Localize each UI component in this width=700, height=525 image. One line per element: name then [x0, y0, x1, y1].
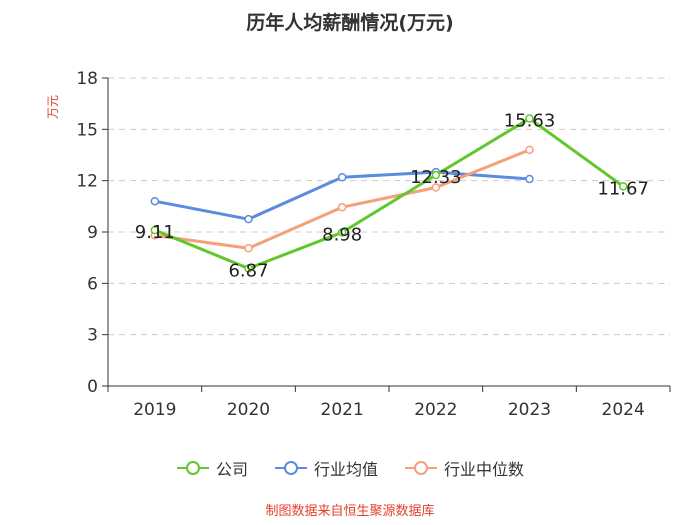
series	[150, 114, 628, 273]
data-label: 8.98	[322, 224, 362, 245]
data-point	[337, 228, 347, 237]
x-tick-label: 2022	[414, 400, 457, 420]
legend-symbol	[405, 461, 437, 475]
chart-title: 历年人均薪酬情况(万元)	[246, 12, 454, 34]
data-point	[244, 214, 253, 224]
x-tick-label: 2021	[321, 400, 364, 420]
y-tick-label: 9	[87, 223, 98, 243]
data-point	[337, 172, 347, 182]
x-tick-label: 2019	[133, 400, 176, 420]
legend-label: 行业均值	[313, 460, 378, 479]
source-note: 制图数据来自恒生聚源数据库	[265, 504, 435, 519]
data-point	[244, 264, 253, 273]
data-point	[431, 170, 441, 180]
data-point	[150, 225, 160, 235]
series-line	[154, 117, 625, 270]
legend-item[interactable]: 行业中位数	[404, 456, 524, 480]
data-point	[431, 183, 441, 192]
grid-lines	[108, 77, 670, 336]
y-tick-label: 12	[76, 172, 98, 192]
legend: 公司 行业均值 行业中位数	[0, 456, 700, 480]
legend-symbol	[274, 461, 307, 475]
data-point	[525, 174, 534, 184]
data-label: 11.67	[597, 178, 649, 199]
legend-label: 行业中位数	[444, 460, 525, 479]
x-tick-label: 2020	[227, 400, 270, 420]
data-point	[525, 114, 534, 123]
data-labels: 9.11 6.87 8.98 12.33 15.63 11.67	[135, 111, 649, 282]
legend-symbol	[176, 461, 209, 475]
legend-item[interactable]: 公司	[176, 456, 248, 480]
x-tick-label: 2023	[508, 400, 551, 420]
data-label: 6.87	[228, 260, 268, 281]
legend-item[interactable]: 行业均值	[274, 456, 378, 480]
data-label: 15.63	[504, 111, 556, 132]
y-tick-label: 6	[87, 274, 98, 294]
y-tick-label: 3	[87, 326, 98, 346]
x-tick-label: 2024	[602, 400, 645, 420]
data-label: 9.11	[135, 222, 175, 243]
data-point	[618, 182, 628, 191]
data-label: 12.33	[410, 167, 462, 188]
axes: 0 3 6 9 12 15 18 2019 2020 2021 2022 2023 2024 万元	[46, 69, 671, 420]
y-axis-label: 万元	[46, 95, 60, 119]
y-tick-label: 0	[87, 377, 98, 397]
y-tick-label: 18	[76, 69, 98, 89]
data-point	[525, 145, 534, 155]
data-point	[337, 202, 347, 212]
y-tick-label: 15	[76, 120, 98, 140]
data-point	[244, 244, 253, 253]
legend-label: 公司	[215, 460, 248, 479]
data-point	[150, 196, 160, 206]
